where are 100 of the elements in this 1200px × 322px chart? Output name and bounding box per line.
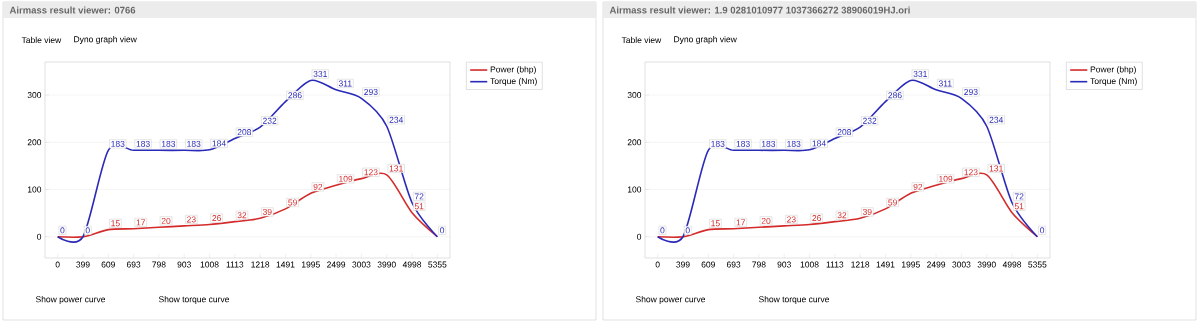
data-label: 59 [288,199,297,206]
x-tick-label: 1008 [800,261,819,268]
data-label: 0 [685,227,690,234]
x-tick-label: 1218 [251,261,270,268]
x-tick-label: 609 [701,261,715,268]
data-label: 183 [736,140,750,147]
data-label: 131 [389,165,403,172]
data-label: 92 [313,183,323,190]
x-tick-label: 399 [76,261,90,268]
data-label: 0 [85,227,90,234]
data-label: 17 [736,219,746,226]
text: Dyno graph view [74,36,137,44]
chart-title: Airmass result viewer: 1.9 0281010977 1037366272 38906019HJ.ori [609,6,910,14]
y-tick-label: 0 [37,233,42,240]
data-label: 59 [888,199,897,206]
data-label: 183 [187,140,201,147]
data-label: 23 [187,216,196,223]
x-tick-label: 1008 [200,261,219,268]
data-label: 183 [711,140,725,147]
data-label: 183 [787,140,801,147]
chart-title: Airmass result viewer: 0766 [9,6,136,14]
x-tick-label: 903 [777,261,791,268]
x-tick-label: 3990 [977,261,996,268]
data-label: 131 [989,165,1003,172]
text: Show power curve [35,296,106,304]
x-tick-label: 0 [655,261,660,268]
data-label: 293 [964,88,978,95]
data-label: 184 [812,140,826,147]
text: Show torque curve [758,296,830,304]
x-tick-label: 1995 [301,261,320,268]
y-tick-label: 200 [627,139,642,146]
x-tick-label: 3003 [352,261,371,268]
y-tick-label: 200 [27,139,42,146]
data-label: 32 [837,212,847,219]
data-label: 0 [660,227,665,234]
x-tick-label: 798 [752,261,766,268]
x-tick-label: 5355 [1028,261,1047,268]
data-label: 293 [364,88,378,95]
legend-label: Torque (Nm) [490,77,537,86]
x-tick-label: 1995 [901,261,920,268]
data-label: 0 [440,227,445,234]
x-tick-label: 903 [177,261,191,268]
x-tick-label: 798 [152,261,166,268]
text: Table view [21,36,62,44]
x-tick-label: 0 [55,261,60,268]
text: Show power curve [635,296,706,304]
legend-label: Power (bhp) [490,66,536,75]
x-tick-label: 4998 [402,261,422,268]
data-label: 20 [761,217,771,224]
text: Show torque curve [158,296,230,304]
data-label: 183 [136,140,150,147]
data-label: 17 [136,219,146,226]
data-label: 72 [1014,193,1024,200]
data-label: 232 [262,117,277,124]
data-label: 92 [913,183,923,190]
data-label: 39 [862,208,872,215]
data-label: 184 [212,140,226,147]
x-tick-label: 1491 [876,261,895,268]
data-label: 0 [60,227,65,234]
x-tick-label: 1218 [851,261,870,268]
data-label: 232 [862,117,877,124]
data-label: 26 [212,215,222,222]
x-tick-label: 3990 [377,261,396,268]
x-tick-label: 609 [101,261,115,268]
data-label: 183 [161,140,176,147]
y-tick-label: 100 [627,186,642,193]
data-label: 183 [761,140,776,147]
y-tick-label: 0 [637,233,642,240]
y-tick-label: 300 [27,92,42,99]
x-tick-label: 4998 [1002,261,1022,268]
x-tick-label: 399 [676,261,690,268]
data-label: 286 [888,92,902,99]
data-label: 39 [262,208,272,215]
data-label: 183 [111,140,125,147]
y-tick-label: 300 [627,92,642,99]
data-label: 123 [364,169,378,176]
x-tick-label: 3003 [952,261,971,268]
data-label: 0 [1040,227,1045,234]
data-label: 51 [1014,203,1024,210]
data-label: 123 [964,169,978,176]
text: Dyno graph view [674,36,737,44]
data-label: 26 [812,215,822,222]
data-label: 234 [389,116,404,123]
x-tick-label: 693 [126,261,141,268]
data-label: 331 [313,71,327,78]
data-label: 208 [237,129,252,136]
data-label: 331 [913,71,927,78]
data-label: 208 [837,129,852,136]
y-tick-label: 100 [27,186,42,193]
data-label: 20 [161,217,171,224]
data-label: 234 [989,116,1004,123]
data-label: 109 [339,175,353,182]
data-label: 109 [939,175,953,182]
data-label: 15 [111,220,120,227]
x-tick-label: 2499 [327,261,346,268]
legend-label: Power (bhp) [1090,66,1136,75]
data-label: 311 [338,80,352,87]
x-tick-label: 1113 [226,261,244,268]
data-label: 51 [414,203,424,210]
data-label: 72 [414,193,424,200]
